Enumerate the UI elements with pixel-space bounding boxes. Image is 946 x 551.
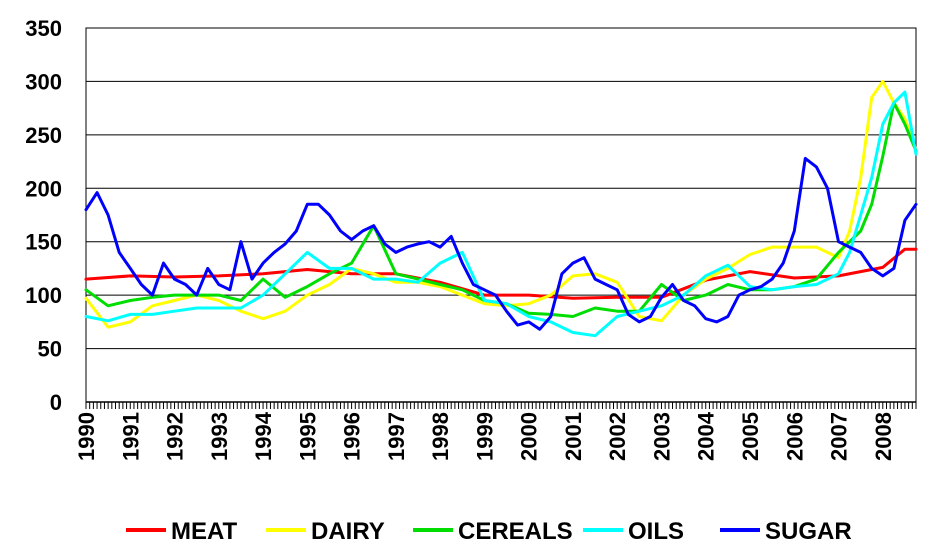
legend-label-dairy: DAIRY xyxy=(311,518,385,545)
legend: MEAT DAIRY CEREALS OILS SUGAR xyxy=(126,518,852,545)
x-tick-label: 1997 xyxy=(384,412,409,461)
y-tick-label: 150 xyxy=(25,230,62,255)
x-tick-label: 1995 xyxy=(295,412,320,461)
y-tick-label: 300 xyxy=(25,69,62,94)
legend-label-sugar: SUGAR xyxy=(765,518,852,545)
x-tick-label: 2008 xyxy=(871,412,896,461)
y-tick-label: 250 xyxy=(25,123,62,148)
x-tick-label: 1991 xyxy=(118,412,143,461)
legend-label-meat: MEAT xyxy=(171,518,238,545)
x-tick-label: 1996 xyxy=(340,412,365,461)
legend-label-cereals: CEREALS xyxy=(458,518,573,545)
y-tick-label: 50 xyxy=(38,337,62,362)
x-tick-label: 2000 xyxy=(517,412,542,461)
x-tick-label: 2002 xyxy=(605,412,630,461)
x-tick-label: 2001 xyxy=(561,412,586,461)
series-line-oils xyxy=(84,90,918,338)
x-tick-label: 1992 xyxy=(163,412,188,461)
series-lines xyxy=(84,79,918,338)
x-tick-label: 1993 xyxy=(207,412,232,461)
y-tick-label: 350 xyxy=(25,16,62,41)
x-tick-label: 2006 xyxy=(782,412,807,461)
x-tick-label: 1990 xyxy=(74,412,99,461)
series-line-sugar xyxy=(84,156,918,331)
plot-area xyxy=(85,27,917,403)
y-axis-ticks: 0 50 100 150 200 250 300 350 xyxy=(25,16,62,415)
x-tick-label: 2004 xyxy=(694,411,719,461)
x-tick-label: 1994 xyxy=(251,411,276,461)
x-tick-label: 2003 xyxy=(649,412,674,461)
x-tick-label: 1998 xyxy=(428,412,453,461)
x-tick-label: 1999 xyxy=(472,412,497,461)
x-axis-ticks: 1990 1991 1992 1993 1994 1995 1996 1997 1998 1999… xyxy=(74,402,917,461)
legend-label-oils: OILS xyxy=(628,518,684,545)
x-tick-label: 2005 xyxy=(738,412,763,461)
series-line-cereals xyxy=(84,101,918,318)
y-tick-label: 100 xyxy=(25,283,62,308)
y-tick-label: 200 xyxy=(25,176,62,201)
y-tick-label: 0 xyxy=(50,390,62,415)
x-tick-label: 2007 xyxy=(827,412,852,461)
